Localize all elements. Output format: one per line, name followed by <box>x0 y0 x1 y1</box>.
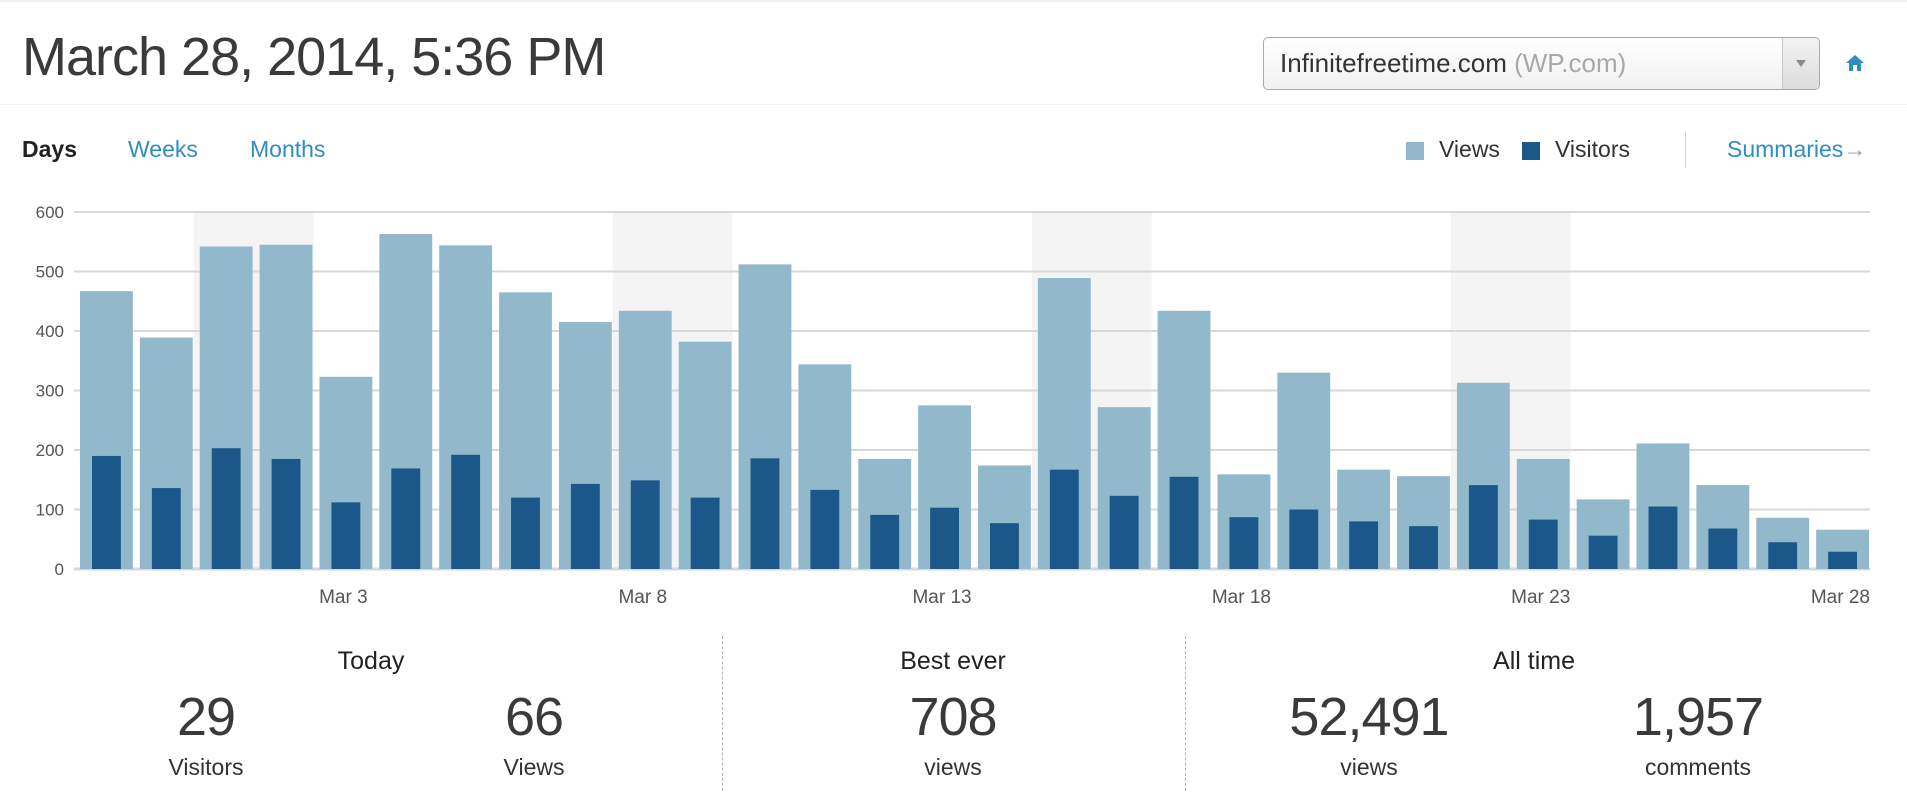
all-time-comments-value: 1,957 <box>1632 687 1764 747</box>
y-tick-label: 200 <box>36 441 64 460</box>
bar-visitors <box>990 523 1019 569</box>
bar-visitors <box>151 488 181 569</box>
bar-visitors <box>1648 506 1678 569</box>
best-ever-views-value: 708 <box>909 687 997 747</box>
legend-swatch-views <box>1406 142 1424 160</box>
x-tick-label: Mar 3 <box>319 587 368 608</box>
legend-divider <box>1685 132 1686 168</box>
bar-visitors <box>1708 528 1738 569</box>
summaries-label: Summaries <box>1727 136 1844 162</box>
today-heading: Today <box>337 647 405 675</box>
gridlines: 0 100 200 300 400 500 600 <box>36 203 1870 579</box>
bar-visitors <box>870 514 900 569</box>
bar-visitors <box>451 454 481 569</box>
bar-visitors <box>1528 519 1558 569</box>
today-visitors-label: Visitors <box>168 754 244 780</box>
summaries-link[interactable]: Summaries→ <box>1727 136 1866 163</box>
all-time-heading: All time <box>1493 647 1575 675</box>
y-tick-label: 300 <box>36 382 64 401</box>
x-tick-label: Mar 23 <box>1511 587 1570 608</box>
stats-divider <box>722 636 723 791</box>
tab-days[interactable]: Days <box>22 136 77 162</box>
x-tick-label: Mar 28 <box>1811 587 1870 608</box>
y-tick-label: 0 <box>55 560 64 579</box>
bars <box>80 234 1869 569</box>
bar-visitors <box>1828 551 1857 569</box>
y-tick-label: 600 <box>36 203 64 222</box>
header-divider <box>0 104 1907 105</box>
today-visitors-value: 29 <box>176 687 236 747</box>
bar-visitors <box>511 497 540 569</box>
bar-visitors <box>570 483 600 569</box>
bar-visitors <box>810 489 840 569</box>
all-time-views-value: 52,491 <box>1289 687 1449 747</box>
bar-visitors <box>1289 509 1319 569</box>
best-ever-views-label: views <box>924 754 982 780</box>
bar-visitors <box>690 497 720 569</box>
site-select[interactable]: Infinitefreetime.com (WP.com) <box>1263 37 1820 90</box>
y-tick-label: 100 <box>36 501 64 520</box>
legend-label-views: Views <box>1439 136 1500 162</box>
bar-visitors <box>1468 485 1498 569</box>
all-time-views-label: views <box>1340 754 1398 780</box>
site-select-toggle[interactable] <box>1782 38 1819 89</box>
today-views-value: 66 <box>504 687 564 747</box>
top-border <box>0 0 1907 2</box>
stats-summary: Today 29 Visitors 66 Views Best ever 708… <box>0 630 1907 811</box>
x-tick-label: Mar 13 <box>912 587 971 608</box>
page-title: March 28, 2014, 5:36 PM <box>22 27 606 87</box>
bar-visitors <box>1588 535 1618 569</box>
legend-label-visitors: Visitors <box>1555 136 1630 162</box>
bar-visitors <box>92 455 121 569</box>
arrow-right-icon: → <box>1843 136 1867 162</box>
chevron-down-icon <box>1796 60 1806 67</box>
y-tick-label: 500 <box>36 263 64 282</box>
bar-visitors <box>391 468 421 569</box>
bar-visitors <box>1768 542 1798 569</box>
bar-visitors <box>331 502 361 569</box>
tab-months[interactable]: Months <box>250 136 326 162</box>
x-tick-label: Mar 8 <box>618 587 667 608</box>
legend-swatch-visitors <box>1522 142 1540 160</box>
home-icon[interactable] <box>1845 53 1865 73</box>
x-tick-label: Mar 18 <box>1212 587 1271 608</box>
best-ever-heading: Best ever <box>900 647 1006 675</box>
site-type: (WP.com) <box>1514 48 1627 78</box>
x-axis-labels: Mar 3 Mar 8 Mar 13 Mar 18 Mar 23 Mar 28 <box>319 587 1870 608</box>
bar-visitors <box>1349 521 1379 569</box>
bar-visitors <box>1049 469 1079 569</box>
site-select-value: Infinitefreetime.com (WP.com) <box>1280 48 1626 79</box>
all-time-comments-label: comments <box>1644 754 1752 780</box>
tab-weeks[interactable]: Weeks <box>128 136 198 162</box>
bar-visitors <box>930 507 959 569</box>
bar-visitors <box>1409 526 1438 569</box>
bar-visitors <box>211 448 241 569</box>
bar-visitors <box>1109 495 1139 569</box>
y-tick-label: 400 <box>36 322 64 341</box>
stats-divider <box>1185 636 1186 791</box>
bar-visitors <box>630 480 660 569</box>
site-name: Infinitefreetime.com <box>1280 48 1507 78</box>
bar-visitors <box>271 458 301 569</box>
today-views-label: Views <box>503 754 565 780</box>
bar-visitors <box>1169 476 1199 569</box>
bar-visitors <box>1229 517 1259 569</box>
bar-visitors <box>750 458 780 569</box>
